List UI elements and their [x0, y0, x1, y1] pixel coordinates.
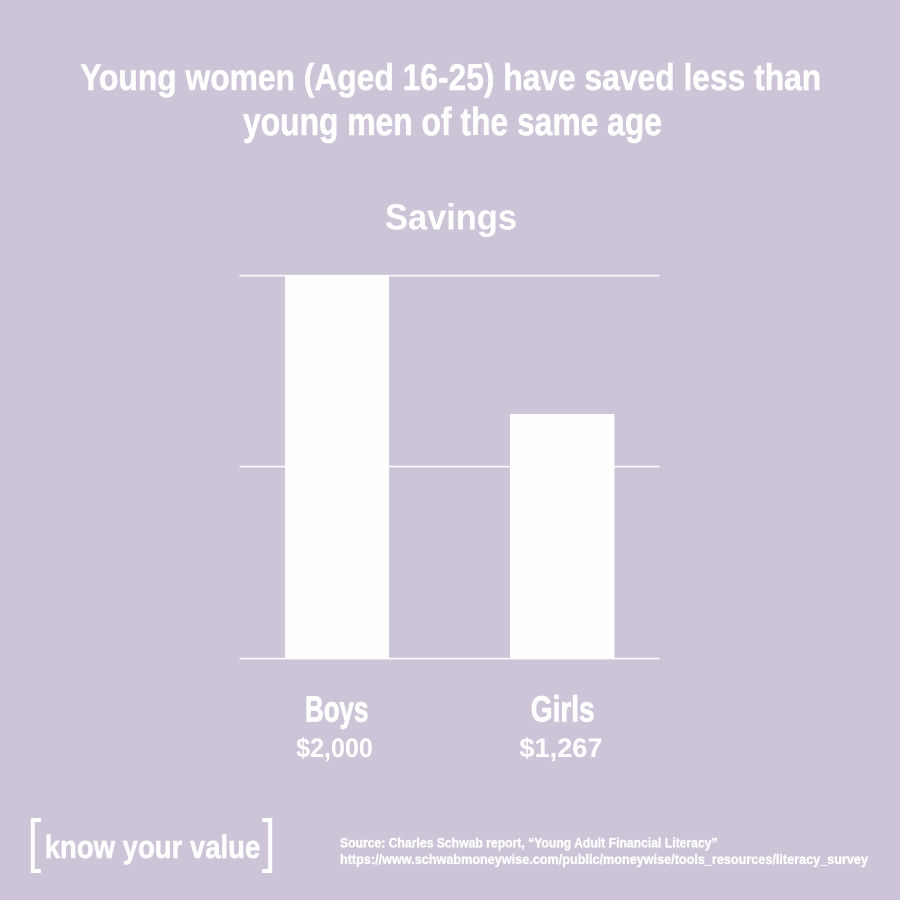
svg-text:Girls: Girls	[531, 689, 595, 730]
svg-text:Source: Charles Schwab report,: Source: Charles Schwab report, “Young Ad…	[340, 835, 718, 851]
svg-text:$2,000: $2,000	[296, 733, 373, 763]
svg-text:Young women (Aged 16-25) have: Young women (Aged 16-25) have saved less…	[80, 57, 821, 98]
svg-text:$1,267: $1,267	[519, 733, 602, 763]
svg-text:young men of the same age: young men of the same age	[243, 101, 662, 144]
svg-text:know your value: know your value	[45, 829, 261, 865]
svg-text:Boys: Boys	[305, 689, 368, 730]
svg-text:https://www.schwabmoneywise.co: https://www.schwabmoneywise.com/public/m…	[340, 851, 868, 867]
svg-text:Savings: Savings	[385, 196, 517, 237]
